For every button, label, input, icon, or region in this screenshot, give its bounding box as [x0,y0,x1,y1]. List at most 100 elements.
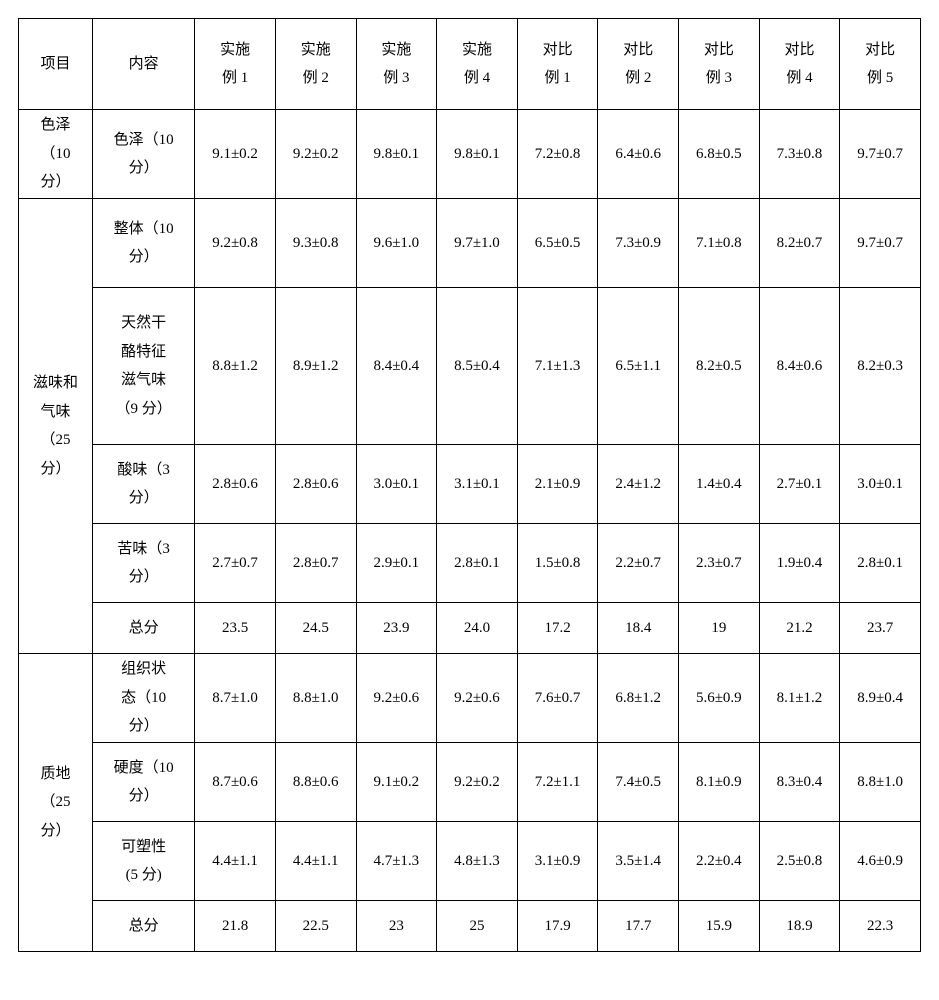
table-row: 苦味（3分） 2.7±0.7 2.8±0.7 2.9±0.1 2.8±0.1 1… [19,524,921,603]
cell: 8.3±0.4 [759,743,840,822]
cell: 9.8±0.1 [437,110,518,199]
cell: 7.6±0.7 [517,654,598,743]
cell: 2.8±0.6 [275,445,356,524]
row-label: 总分 [93,901,195,952]
cell: 2.8±0.1 [437,524,518,603]
cell: 9.7±0.7 [840,110,921,199]
cell: 2.8±0.1 [840,524,921,603]
row-label: 苦味（3分） [93,524,195,603]
cell: 9.8±0.1 [356,110,437,199]
cell: 6.5±0.5 [517,199,598,288]
row-label: 天然干酪特征滋气味（9 分） [93,288,195,445]
cell: 1.4±0.4 [679,445,760,524]
cell: 21.8 [195,901,276,952]
cell: 6.8±1.2 [598,654,679,743]
row-label: 整体（10分） [93,199,195,288]
cell: 21.2 [759,603,840,654]
cell: 2.3±0.7 [679,524,760,603]
cell: 7.1±0.8 [679,199,760,288]
cell: 19 [679,603,760,654]
cell: 8.8±1.0 [840,743,921,822]
table-header-row: 项目 内容 实施例 1 实施例 2 实施例 3 实施例 4 对比例 1 对比例 … [19,19,921,110]
cell: 2.7±0.7 [195,524,276,603]
cell: 2.1±0.9 [517,445,598,524]
cell: 3.0±0.1 [356,445,437,524]
cell: 22.5 [275,901,356,952]
cell: 9.7±0.7 [840,199,921,288]
cell: 9.1±0.2 [356,743,437,822]
cell: 4.8±1.3 [437,822,518,901]
cell: 23.5 [195,603,276,654]
cell: 6.4±0.6 [598,110,679,199]
cell: 18.4 [598,603,679,654]
table-row: 质地（25分） 组织状态（10分） 8.7±1.0 8.8±1.0 9.2±0.… [19,654,921,743]
cell: 8.2±0.7 [759,199,840,288]
cell: 2.8±0.7 [275,524,356,603]
row-label: 硬度（10分） [93,743,195,822]
cell: 6.5±1.1 [598,288,679,445]
cell: 17.7 [598,901,679,952]
col-header-content: 内容 [93,19,195,110]
cell: 3.1±0.9 [517,822,598,901]
section-label-color: 色泽（10分） [19,110,93,199]
cell: 3.5±1.4 [598,822,679,901]
cell: 4.6±0.9 [840,822,921,901]
cell: 8.4±0.4 [356,288,437,445]
cell: 8.8±0.6 [275,743,356,822]
col-header-s2: 实施例 2 [275,19,356,110]
cell: 2.4±1.2 [598,445,679,524]
cell: 9.6±1.0 [356,199,437,288]
cell: 6.8±0.5 [679,110,760,199]
data-table: 项目 内容 实施例 1 实施例 2 实施例 3 实施例 4 对比例 1 对比例 … [18,18,921,952]
cell: 2.9±0.1 [356,524,437,603]
col-header-c3: 对比例 3 [679,19,760,110]
cell: 24.0 [437,603,518,654]
cell: 2.2±0.4 [679,822,760,901]
table-row: 酸味（3分） 2.8±0.6 2.8±0.6 3.0±0.1 3.1±0.1 2… [19,445,921,524]
cell: 4.4±1.1 [275,822,356,901]
cell: 2.2±0.7 [598,524,679,603]
cell: 22.3 [840,901,921,952]
cell: 5.6±0.9 [679,654,760,743]
table-row: 色泽（10分） 色泽（10分） 9.1±0.2 9.2±0.2 9.8±0.1 … [19,110,921,199]
cell: 8.5±0.4 [437,288,518,445]
table-row: 总分 21.8 22.5 23 25 17.9 17.7 15.9 18.9 2… [19,901,921,952]
section-label-flavor: 滋味和气味（25分） [19,199,93,654]
cell: 9.1±0.2 [195,110,276,199]
table-row: 可塑性(5 分) 4.4±1.1 4.4±1.1 4.7±1.3 4.8±1.3… [19,822,921,901]
cell: 1.5±0.8 [517,524,598,603]
cell: 8.4±0.6 [759,288,840,445]
cell: 9.2±0.6 [356,654,437,743]
col-header-c2: 对比例 2 [598,19,679,110]
cell: 8.9±0.4 [840,654,921,743]
cell: 17.2 [517,603,598,654]
cell: 9.2±0.6 [437,654,518,743]
row-label: 酸味（3分） [93,445,195,524]
cell: 15.9 [679,901,760,952]
cell: 23.9 [356,603,437,654]
cell: 17.9 [517,901,598,952]
cell: 1.9±0.4 [759,524,840,603]
table-row: 总分 23.5 24.5 23.9 24.0 17.2 18.4 19 21.2… [19,603,921,654]
cell: 23.7 [840,603,921,654]
col-header-s1: 实施例 1 [195,19,276,110]
row-label: 可塑性(5 分) [93,822,195,901]
cell: 9.3±0.8 [275,199,356,288]
cell: 7.4±0.5 [598,743,679,822]
cell: 23 [356,901,437,952]
cell: 8.8±1.0 [275,654,356,743]
cell: 8.8±1.2 [195,288,276,445]
section-label-texture: 质地（25分） [19,654,93,952]
cell: 8.7±1.0 [195,654,276,743]
row-label: 组织状态（10分） [93,654,195,743]
table-row: 硬度（10分） 8.7±0.6 8.8±0.6 9.1±0.2 9.2±0.2 … [19,743,921,822]
cell: 7.3±0.9 [598,199,679,288]
table-row: 天然干酪特征滋气味（9 分） 8.8±1.2 8.9±1.2 8.4±0.4 8… [19,288,921,445]
cell: 18.9 [759,901,840,952]
cell: 3.1±0.1 [437,445,518,524]
row-label: 色泽（10分） [93,110,195,199]
cell: 3.0±0.1 [840,445,921,524]
col-header-c1: 对比例 1 [517,19,598,110]
cell: 8.9±1.2 [275,288,356,445]
cell: 2.5±0.8 [759,822,840,901]
